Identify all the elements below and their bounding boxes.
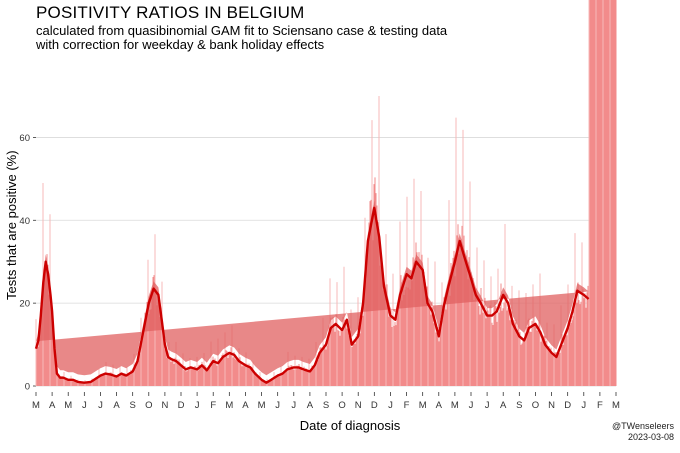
x-tick-label: A: [307, 400, 314, 411]
x-tick-label: M: [612, 400, 620, 411]
x-tick-label: D: [371, 400, 378, 411]
x-axis-label: Date of diagnosis: [299, 418, 401, 433]
x-tick-label: M: [32, 400, 40, 411]
x-tick-label: F: [597, 400, 603, 411]
x-tick-label: N: [355, 400, 362, 411]
x-tick-label: A: [113, 400, 120, 411]
x-tick-label: M: [451, 400, 459, 411]
x-tick-label: O: [145, 400, 152, 411]
credit-handle: @TWenseleers: [612, 421, 674, 431]
x-tick-label: J: [98, 400, 103, 411]
x-tick-label: J: [581, 400, 586, 411]
x-tick-label: J: [291, 400, 296, 411]
x-tick-label: A: [436, 400, 443, 411]
x-tick-label: J: [195, 400, 200, 411]
x-tick-label: M: [419, 400, 427, 411]
y-tick-label-0: 0: [25, 382, 30, 393]
subtitle-line-2: with correction for weekday & bank holid…: [36, 37, 325, 52]
chart-subtitle: calculated from quasibinomial GAM fit to…: [36, 24, 556, 52]
gam-fit-line: [34, 206, 590, 384]
x-tick-label: J: [388, 400, 393, 411]
x-tick-label: J: [82, 400, 87, 411]
subtitle-line-1: calculated from quasibinomial GAM fit to…: [36, 23, 448, 38]
x-tick-label: M: [258, 400, 266, 411]
x-tick-label: J: [485, 400, 490, 411]
y-axis-label: Tests that are positive (%): [4, 150, 19, 300]
x-tick-label: J: [469, 400, 474, 411]
credit-date: 2023-03-08: [627, 432, 674, 442]
x-tick-label: O: [532, 400, 539, 411]
x-tick-label: M: [225, 400, 233, 411]
y-tick-label-40: 40: [19, 216, 30, 227]
chart-title: POSITIVITY RATIOS IN BELGIUM: [36, 3, 305, 22]
x-tick-label: J: [275, 400, 280, 411]
x-tick-label: A: [500, 400, 507, 411]
x-tick-label: A: [242, 400, 249, 411]
x-tick-label: S: [323, 400, 329, 411]
confidence-band: [36, 200, 589, 376]
x-tick-label: D: [564, 400, 571, 411]
x-tick-label: O: [338, 400, 345, 411]
x-tick-label: S: [516, 400, 522, 411]
credit: @TWenseleers 2023-03-08: [612, 421, 674, 443]
y-tick-label-20: 20: [19, 299, 30, 310]
x-tick-label: F: [210, 400, 216, 411]
x-tick-label: S: [129, 400, 135, 411]
y-tick-label-60: 60: [19, 133, 30, 144]
x-tick-label: D: [178, 400, 185, 411]
x-tick-label: N: [161, 400, 168, 411]
x-tick-label: M: [64, 400, 72, 411]
x-tick-label: F: [404, 400, 410, 411]
x-tick-label: A: [49, 400, 56, 411]
x-tick-label: N: [548, 400, 555, 411]
